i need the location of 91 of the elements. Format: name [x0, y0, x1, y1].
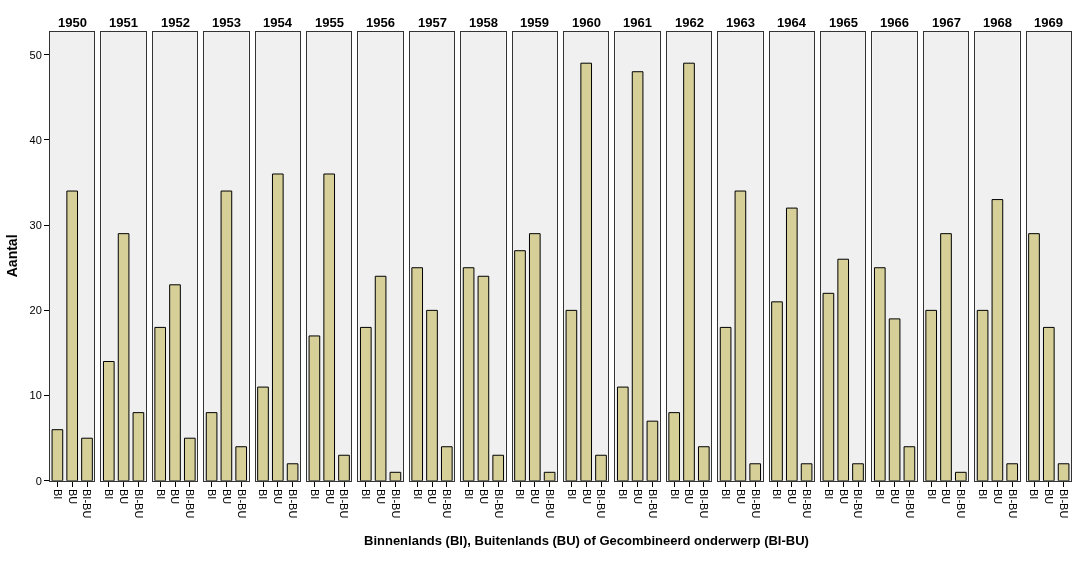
chart-title: 1960 [572, 15, 601, 30]
y-axis-title: Aantal [3, 234, 20, 278]
x-tick-label: BI [1028, 489, 1041, 500]
x-tick-label: BI-BU [287, 489, 300, 519]
x-tick-label: BI-BU [184, 489, 197, 519]
y-tick-label: 30 [29, 218, 42, 231]
chart-title: 1950 [58, 15, 87, 30]
x-tick-label: BI-BU [389, 489, 402, 519]
chart-title: 1967 [932, 15, 961, 30]
x-tick-label: BU [683, 489, 696, 505]
x-tick-label: BU [632, 489, 645, 505]
chart-title: 1963 [726, 15, 755, 30]
x-tick-label: BI [411, 489, 424, 500]
chart-title: 1953 [212, 15, 241, 30]
chart-title: 1958 [469, 15, 498, 30]
chart-title: 1965 [829, 15, 858, 30]
x-tick-label: BU [889, 489, 902, 505]
x-tick-label: BU [940, 489, 953, 505]
x-tick-label: BI [771, 489, 784, 500]
chart-title: 1954 [263, 15, 293, 30]
x-tick-label: BI [668, 489, 681, 500]
x-tick-label: BI [925, 489, 938, 500]
x-tick-label: BI [617, 489, 630, 500]
y-tick-label: 10 [29, 389, 42, 402]
x-tick-label: BU [323, 489, 336, 505]
x-tick-label: BI-BU [81, 489, 94, 519]
chart-title: 1955 [315, 15, 344, 30]
x-tick-label: BI [206, 489, 219, 500]
x-tick-label: BU [580, 489, 593, 505]
x-tick-label: BU [118, 489, 131, 505]
bar [66, 190, 79, 481]
y-tick-label: 20 [29, 304, 42, 317]
x-tick-label: BI [874, 489, 887, 500]
x-tick-label: BI [463, 489, 476, 500]
x-tick-label: BU [375, 489, 388, 505]
chart-title: 1962 [675, 15, 704, 30]
x-tick-label: BI-BU [749, 489, 762, 519]
x-tick-label: BU [837, 489, 850, 505]
x-tick-label: BI-BU [132, 489, 145, 519]
chart-title: 1969 [1034, 15, 1063, 30]
bar [51, 429, 64, 481]
x-tick-label: BI [977, 489, 990, 500]
x-tick-label: BI-BU [441, 489, 454, 519]
x-tick-label: BI-BU [492, 489, 505, 519]
chart-title: 1968 [983, 15, 1012, 30]
x-tick-label: BI [103, 489, 116, 500]
x-tick-label: BU [734, 489, 747, 505]
chart-title: 1959 [520, 15, 549, 30]
x-axis-title: Binnenlands (BI), Buitenlands (BU) of Gecombineerd onderwerp (BI-BU) [364, 533, 809, 548]
y-tick-label: 0 [35, 474, 42, 487]
chart-title: 1951 [109, 15, 138, 30]
x-tick-label: BI-BU [1058, 489, 1071, 519]
x-tick-label: BI-BU [235, 489, 248, 519]
chart-title: 1952 [161, 15, 190, 30]
x-tick-label: BI-BU [955, 489, 968, 519]
x-tick-label: BI-BU [544, 489, 557, 519]
chart-title: 1966 [880, 15, 909, 30]
x-tick-label: BI [257, 489, 270, 500]
x-tick-label: BU [169, 489, 182, 505]
x-tick-label: BU [220, 489, 233, 505]
chart-title: 1961 [623, 15, 652, 30]
x-tick-label: BU [991, 489, 1004, 505]
x-tick-label: BU [529, 489, 542, 505]
x-tick-label: BU [477, 489, 490, 505]
y-tick-label: 50 [29, 48, 42, 61]
bar [81, 437, 93, 481]
x-tick-label: BU [1043, 489, 1056, 505]
x-tick-label: BU [272, 489, 285, 505]
x-tick-label: BI-BU [646, 489, 659, 519]
x-tick-label: BI-BU [852, 489, 865, 519]
x-tick-label: BI [308, 489, 321, 500]
x-tick-label: BI-BU [595, 489, 608, 519]
x-tick-label: BI-BU [338, 489, 351, 519]
x-tick-label: BI [720, 489, 733, 500]
x-tick-label: BI-BU [1006, 489, 1019, 519]
x-tick-label: BI [822, 489, 835, 500]
chart-title: 1957 [418, 15, 447, 30]
chart-title: 1956 [366, 15, 395, 30]
x-tick-label: BU [66, 489, 79, 505]
x-tick-label: BI [51, 489, 64, 500]
x-tick-label: BI [154, 489, 167, 500]
x-tick-label: BU [426, 489, 439, 505]
x-tick-label: BI-BU [903, 489, 916, 519]
x-tick-label: BI-BU [801, 489, 814, 519]
y-tick-label: 40 [29, 133, 42, 146]
x-tick-label: BI [514, 489, 527, 500]
x-tick-label: BI-BU [698, 489, 711, 519]
x-tick-label: BI [360, 489, 373, 500]
x-tick-label: BI [565, 489, 578, 500]
chart-title: 1964 [777, 15, 807, 30]
x-tick-label: BU [786, 489, 799, 505]
